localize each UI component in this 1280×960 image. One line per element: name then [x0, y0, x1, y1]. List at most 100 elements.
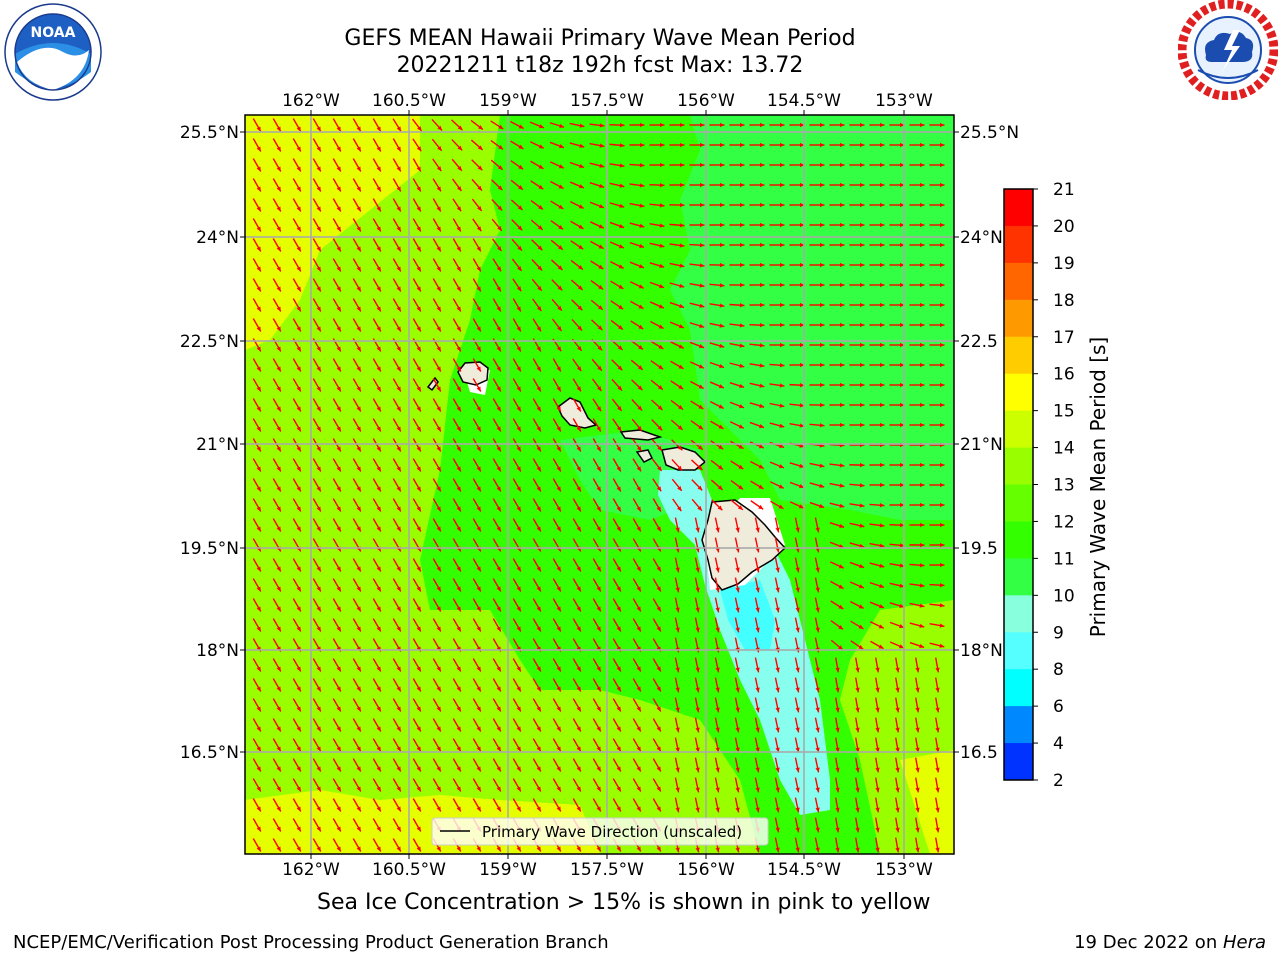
wave-arrow: [592, 618, 602, 632]
wave-arrow: [550, 200, 564, 210]
wave-arrow: [669, 162, 685, 168]
wave-arrow: [392, 618, 402, 632]
wave-arrow: [691, 479, 703, 491]
wave-arrow: [472, 458, 482, 472]
wave-arrow: [571, 299, 583, 311]
wave-arrow: [612, 618, 622, 632]
wave-arrow: [252, 818, 262, 832]
wave-arrow: [794, 717, 800, 733]
wave-arrow: [452, 398, 462, 412]
wave-arrow: [352, 178, 362, 192]
wave-arrow: [550, 259, 564, 271]
wave-arrow: [312, 518, 322, 532]
wave-arrow: [312, 778, 322, 792]
wave-arrow: [372, 658, 382, 672]
wave-arrow: [272, 258, 282, 272]
wave-arrow: [431, 138, 443, 152]
wave-arrow: [392, 398, 402, 412]
colorbar-segment: [1004, 521, 1033, 559]
wave-arrow: [552, 418, 562, 432]
wave-arrow: [592, 558, 602, 572]
wave-arrow: [592, 678, 602, 692]
wave-arrow: [669, 202, 685, 208]
wave-arrow: [512, 618, 522, 632]
wave-arrow: [749, 202, 765, 208]
wave-arrow: [915, 837, 920, 853]
wave-arrow: [829, 402, 845, 408]
wave-arrow: [432, 458, 442, 472]
wave-arrow: [849, 561, 865, 569]
wave-arrow: [869, 142, 885, 148]
colorbar-tick-label: 15: [1053, 402, 1075, 422]
colorbar-segment: [1004, 484, 1033, 522]
wave-arrow: [512, 418, 522, 432]
lat-labels-left: 25.5°N 24°N 22.5°N 21°N 19.5°N 18°N 16.5°N: [180, 123, 245, 763]
map-frame: [244, 114, 955, 855]
wave-arrow: [749, 122, 765, 128]
wave-arrow: [252, 838, 262, 852]
wave-arrow: [272, 298, 282, 312]
wave-arrow: [835, 757, 840, 773]
wave-arrow: [649, 122, 665, 128]
wave-arrow: [292, 258, 302, 272]
wave-arrow: [729, 382, 745, 388]
wave-arrow: [895, 657, 900, 673]
wave-arrow: [532, 598, 542, 612]
wave-arrow: [895, 717, 900, 733]
wave-arrow: [312, 478, 322, 492]
wave-arrow: [889, 621, 905, 629]
wave-arrow: [611, 359, 623, 371]
wave-arrow: [412, 238, 422, 252]
wave-arrow: [915, 817, 920, 833]
wave-arrow: [592, 458, 602, 472]
wave-arrow: [550, 220, 564, 230]
wave-arrow: [252, 678, 262, 692]
wave-arrow: [774, 697, 780, 713]
wave-arrow: [690, 380, 704, 390]
wave-arrow: [754, 557, 760, 573]
wave-arrow: [472, 418, 482, 432]
wave-arrow: [611, 378, 623, 392]
wave-arrow: [729, 222, 745, 228]
wave-arrow: [814, 597, 820, 613]
wave-arrow: [472, 578, 482, 592]
wave-arrow: [734, 597, 740, 613]
wave-arrow: [809, 122, 825, 128]
wave-arrow: [512, 658, 522, 672]
wave-arrow: [609, 182, 625, 188]
wave-arrow: [332, 658, 342, 672]
wave-arrow: [332, 778, 342, 792]
wave-arrow: [592, 598, 602, 612]
wave-arrow: [372, 798, 382, 812]
wave-arrow: [572, 378, 582, 392]
wave-arrow: [272, 198, 282, 212]
wave-arrow: [312, 618, 322, 632]
wave-arrow: [652, 658, 662, 672]
wave-arrow: [750, 480, 764, 490]
wave-arrow: [814, 517, 820, 533]
wave-arrow: [372, 418, 382, 432]
wave-arrow: [612, 598, 622, 612]
wave-arrow: [769, 383, 785, 388]
wave-arrow: [769, 122, 785, 128]
wave-arrow: [694, 557, 700, 573]
wave-arrow: [372, 558, 382, 572]
wave-arrow: [694, 597, 700, 613]
wave-arrow: [814, 817, 820, 833]
wave-arrow: [929, 603, 945, 608]
wave-arrow: [412, 198, 422, 212]
wave-arrow: [392, 818, 402, 832]
colorbar-segment: [1004, 558, 1033, 596]
wave-arrow: [312, 458, 322, 472]
wave-arrow: [432, 198, 442, 212]
wave-arrow: [929, 642, 945, 648]
wave-arrow: [352, 258, 362, 272]
wave-arrow: [875, 837, 880, 853]
wave-arrow: [855, 777, 860, 793]
wave-arrow: [412, 798, 422, 812]
wave-arrow: [532, 518, 542, 532]
wave-arrow: [512, 358, 522, 372]
wave-arrow: [889, 482, 905, 488]
wave-arrow: [372, 678, 382, 692]
wave-arrow: [292, 398, 302, 412]
